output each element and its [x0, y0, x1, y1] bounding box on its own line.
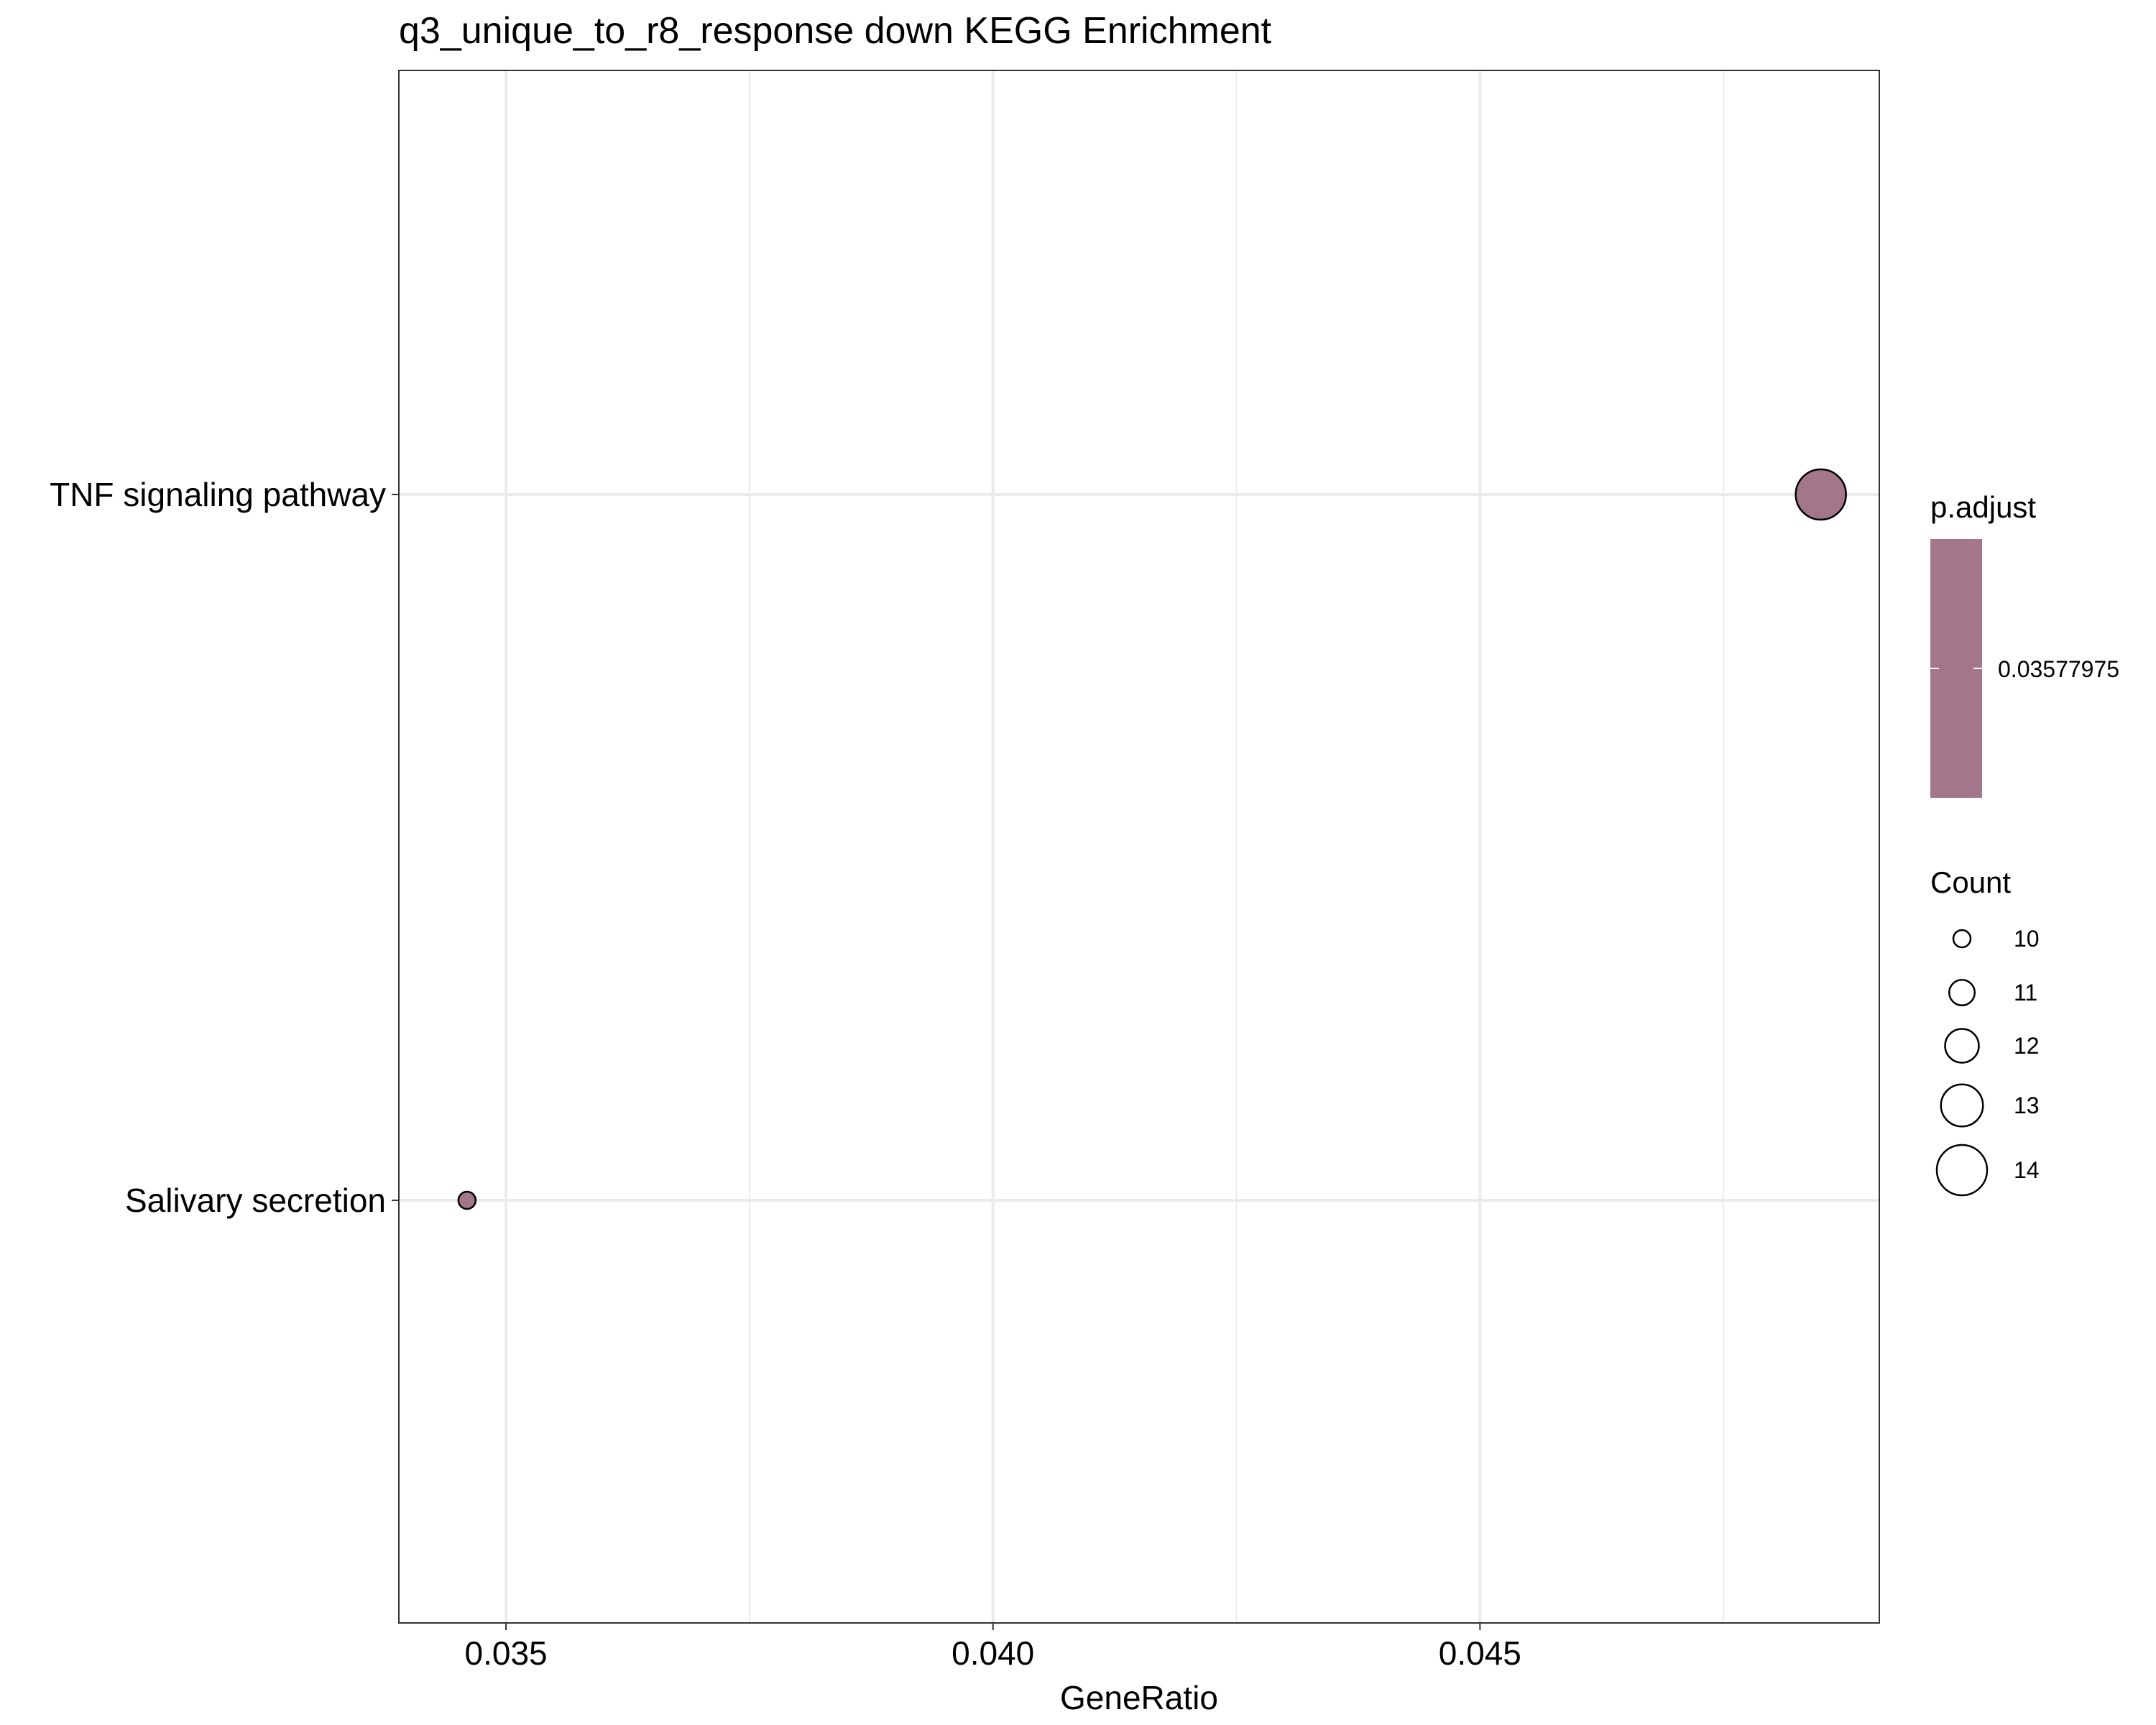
data-points [457, 468, 1847, 1210]
chart-title: q3_unique_to_r8_response down KEGG Enric… [399, 10, 1272, 52]
size-legend-title: Count [1930, 865, 2011, 899]
y-axis: TNF signaling pathway Salivary secretion [50, 476, 399, 1219]
data-point [457, 1190, 477, 1210]
size-legend-label: 12 [2014, 1033, 2040, 1059]
x-axis-label: GeneRatio [1060, 1679, 1218, 1716]
x-tick-label: 0.035 [465, 1634, 548, 1672]
color-legend: p.adjust 0.03577975 [1930, 490, 2119, 798]
size-legend-label: 11 [2014, 980, 2037, 1006]
size-legend-label: 13 [2014, 1092, 2040, 1118]
data-point [1795, 468, 1847, 521]
size-legend-label: 14 [2014, 1157, 2040, 1183]
x-axis: 0.035 0.040 0.045 [465, 1623, 1521, 1672]
color-legend-title: p.adjust [1930, 490, 2036, 524]
size-legend-label: 10 [2014, 926, 2040, 952]
plot-panel [398, 70, 1880, 1624]
y-tick-label: TNF signaling pathway [50, 476, 386, 513]
x-tick-label: 0.045 [1439, 1634, 1521, 1672]
color-legend-label: 0.03577975 [1998, 656, 2119, 682]
size-legend: Count 10 11 12 13 14 [1930, 865, 2040, 1197]
size-legend-key [1952, 929, 1972, 949]
size-legend-key [1935, 1144, 1989, 1197]
x-tick-label: 0.040 [952, 1634, 1034, 1672]
gridlines [399, 70, 1879, 1623]
size-legend-key [1948, 979, 1976, 1006]
size-legend-key [1940, 1083, 1984, 1128]
size-legend-key [1944, 1028, 1980, 1064]
y-tick-label: Salivary secretion [125, 1182, 386, 1219]
